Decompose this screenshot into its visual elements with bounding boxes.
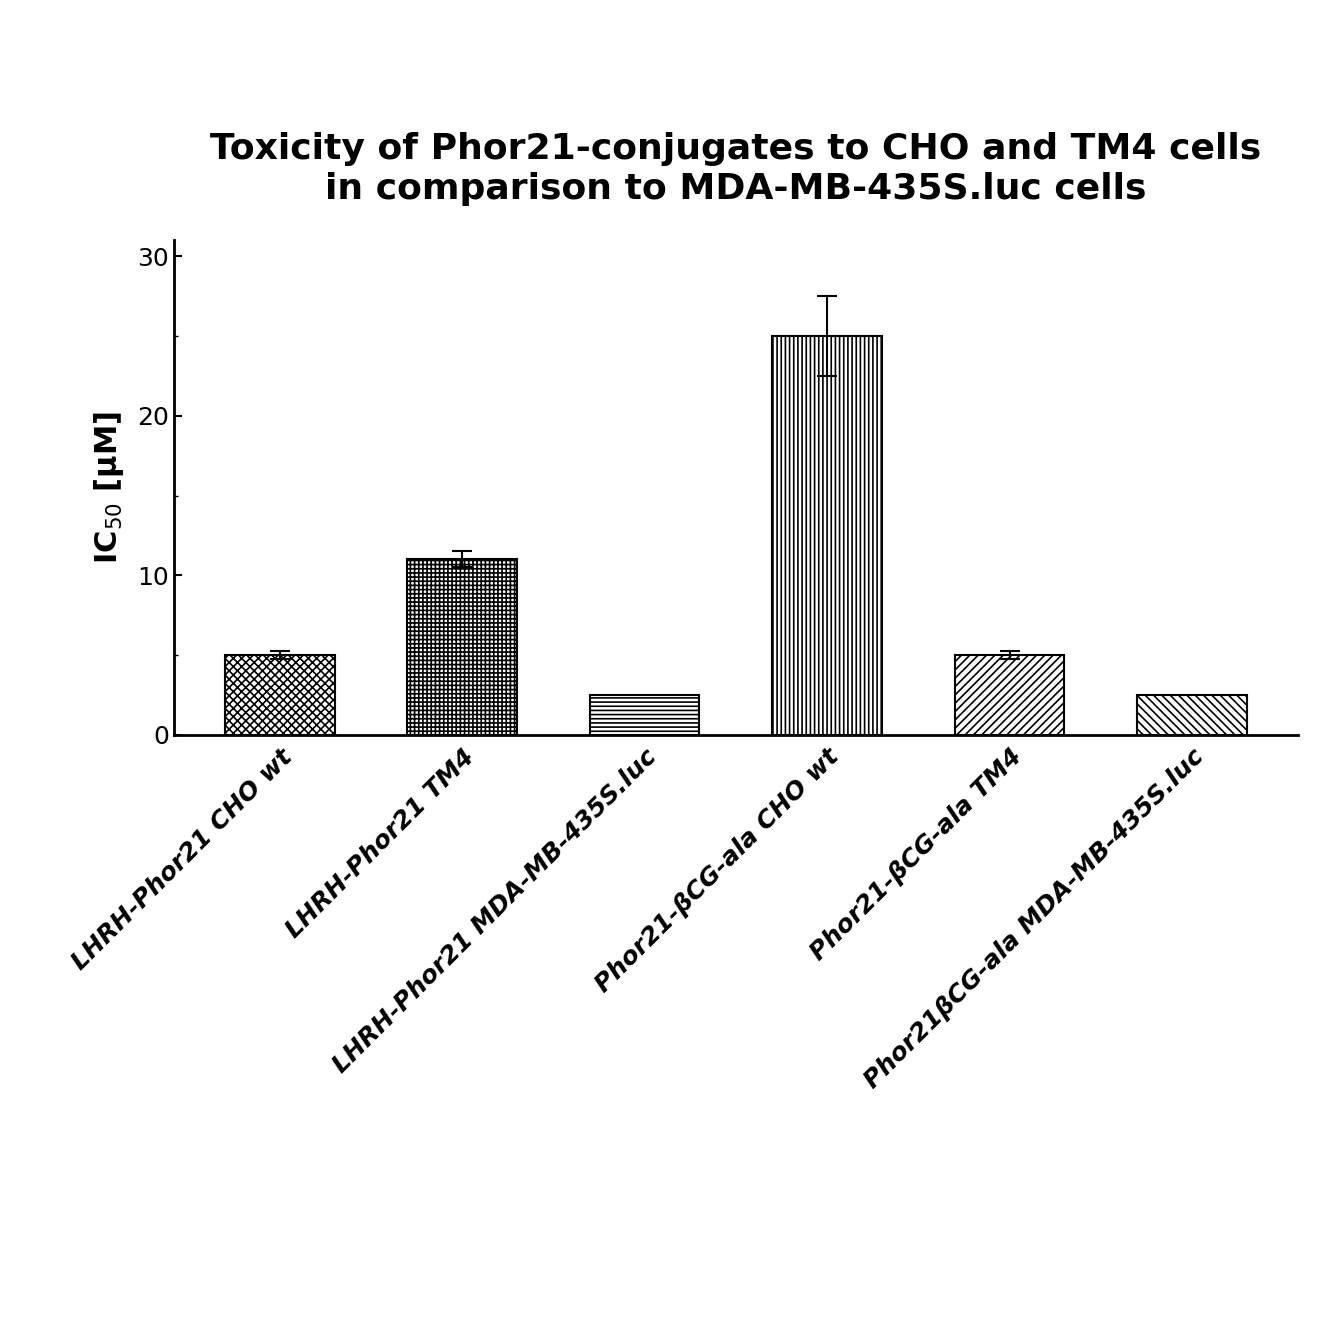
Bar	[408, 560, 516, 735]
Title: Toxicity of Phor21-conjugates to CHO and TM4 cells
in comparison to MDA-MB-435S.: Toxicity of Phor21-conjugates to CHO and…	[210, 132, 1262, 206]
Y-axis label: IC$_{50}$ [μM]: IC$_{50}$ [μM]	[92, 411, 126, 564]
Bar	[772, 337, 882, 735]
Bar	[225, 655, 334, 735]
Bar	[955, 655, 1064, 735]
Bar	[590, 695, 700, 735]
Bar	[1137, 695, 1247, 735]
